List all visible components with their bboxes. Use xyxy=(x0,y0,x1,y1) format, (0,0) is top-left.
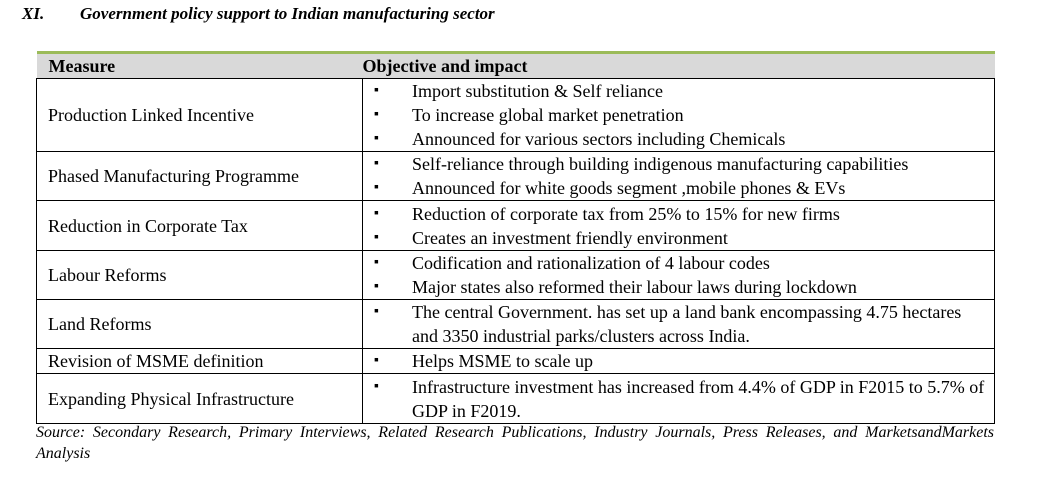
bullet-point: Helps MSME to scale up xyxy=(363,349,994,373)
table-row: Production Linked IncentiveImport substi… xyxy=(36,78,995,152)
section-heading: XI. Government policy support to Indian m… xyxy=(22,4,495,24)
objective-cell: Infrastructure investment has increased … xyxy=(362,373,995,424)
section-number: XI. xyxy=(22,4,45,23)
table-row: Revision of MSME definitionHelps MSME to… xyxy=(36,348,995,374)
measure-cell: Land Reforms xyxy=(36,299,363,349)
bullet-point: Announced for white goods segment ,mobil… xyxy=(363,176,994,200)
measure-cell: Revision of MSME definition xyxy=(36,348,363,374)
bullet-point: Announced for various sectors including … xyxy=(363,127,994,151)
measure-cell: Reduction in Corporate Tax xyxy=(36,200,363,251)
bullet-point: Import substitution & Self reliance xyxy=(363,79,994,103)
bullet-list: Infrastructure investment has increased … xyxy=(363,375,994,423)
bullet-list: Helps MSME to scale up xyxy=(363,349,994,373)
bullet-list: Reduction of corporate tax from 25% to 1… xyxy=(363,202,994,250)
bullet-point: Major states also reformed their labour … xyxy=(363,275,994,299)
objective-cell: Reduction of corporate tax from 25% to 1… xyxy=(362,200,995,251)
bullet-list: Import substitution & Self relianceTo in… xyxy=(363,79,994,151)
bullet-list: Codification and rationalization of 4 la… xyxy=(363,251,994,299)
objective-cell: The central Government. has set up a lan… xyxy=(362,299,995,349)
objective-cell: Self-reliance through building indigenou… xyxy=(362,151,995,201)
bullet-point: To increase global market penetration xyxy=(363,103,994,127)
measure-cell: Labour Reforms xyxy=(36,250,363,300)
table-row: Phased Manufacturing ProgrammeSelf-relia… xyxy=(36,151,995,201)
bullet-point: Creates an investment friendly environme… xyxy=(363,226,994,250)
bullet-point: Infrastructure investment has increased … xyxy=(363,375,994,423)
bullet-list: Self-reliance through building indigenou… xyxy=(363,152,994,200)
objective-cell: Helps MSME to scale up xyxy=(362,348,995,374)
header-row: Measure Objective and impact xyxy=(36,51,995,79)
table-row: Labour ReformsCodification and rationali… xyxy=(36,250,995,300)
source-note: Source: Secondary Research, Primary Inte… xyxy=(36,424,994,462)
bullet-point: Reduction of corporate tax from 25% to 1… xyxy=(363,202,994,226)
bullet-point: The central Government. has set up a lan… xyxy=(363,300,994,348)
bullet-point: Codification and rationalization of 4 la… xyxy=(363,251,994,275)
measure-cell: Production Linked Incentive xyxy=(36,78,363,152)
section-title: Government policy support to Indian manu… xyxy=(80,4,495,23)
bullet-point: Self-reliance through building indigenou… xyxy=(363,152,994,176)
column-header: Measure xyxy=(36,51,363,79)
table-row: Expanding Physical InfrastructureInfrast… xyxy=(36,373,995,424)
column-header: Objective and impact xyxy=(362,51,995,79)
objective-cell: Import substitution & Self relianceTo in… xyxy=(362,78,995,152)
measure-cell: Expanding Physical Infrastructure xyxy=(36,373,363,424)
bullet-list: The central Government. has set up a lan… xyxy=(363,300,994,348)
table-row: Land ReformsThe central Government. has … xyxy=(36,299,995,349)
table-row: Reduction in Corporate TaxReduction of c… xyxy=(36,200,995,251)
policy-table: Measure Objective and impact Production … xyxy=(36,51,995,424)
measure-cell: Phased Manufacturing Programme xyxy=(36,151,363,201)
objective-cell: Codification and rationalization of 4 la… xyxy=(362,250,995,300)
